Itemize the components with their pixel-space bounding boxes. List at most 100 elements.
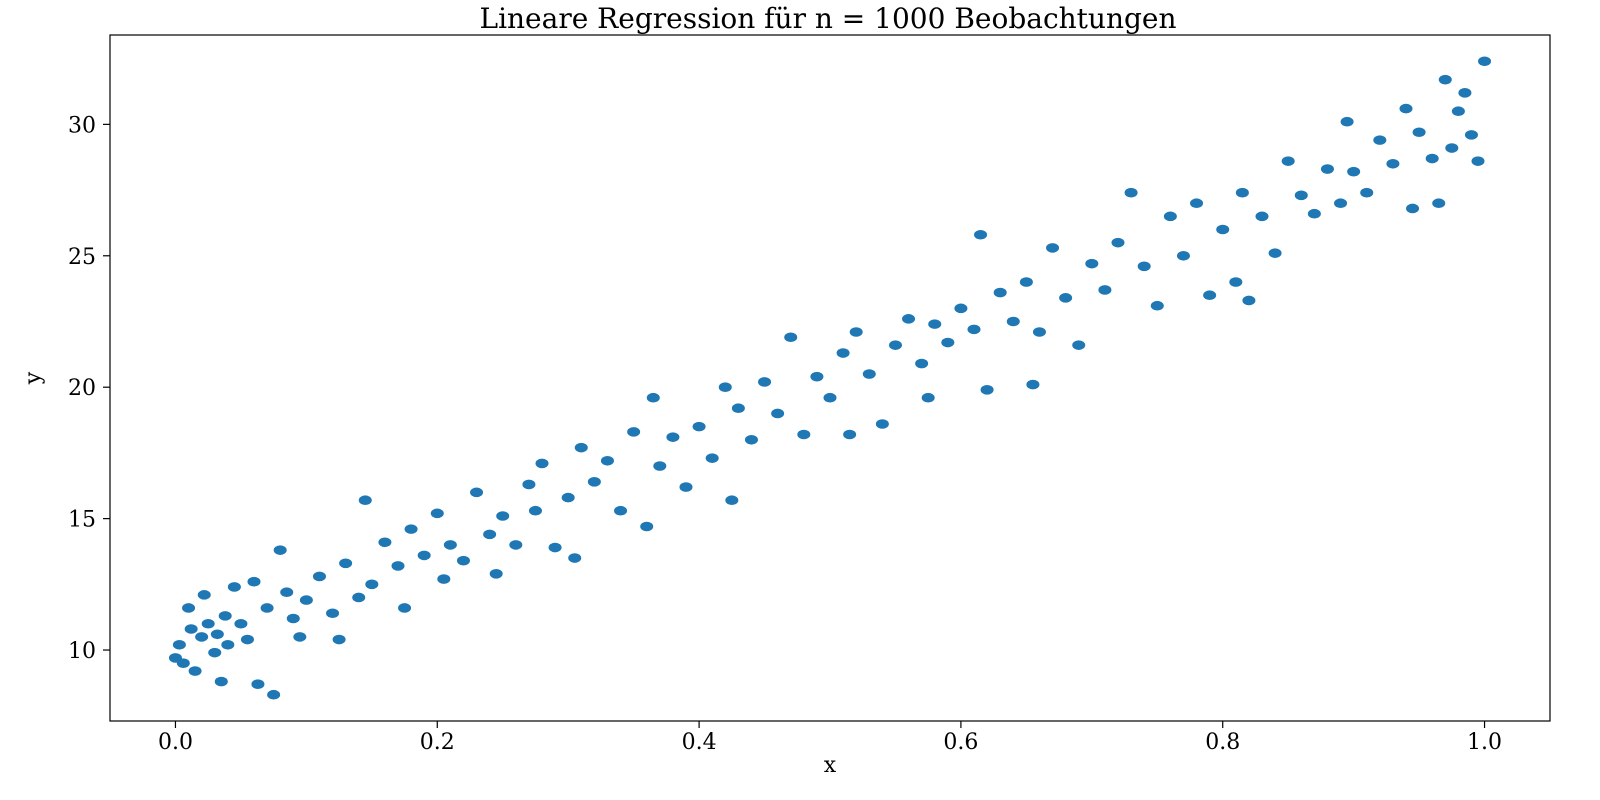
scatter-point: [227, 582, 241, 592]
scatter-point: [561, 492, 575, 503]
scatter-point: [1124, 187, 1138, 198]
scatter-point: [1137, 261, 1151, 272]
scatter-point: [921, 392, 935, 403]
scatter-point: [1471, 156, 1485, 166]
scatter-point: [1111, 237, 1125, 248]
scatter-point: [1464, 130, 1478, 140]
scatter-point: [941, 337, 955, 348]
scatter-point: [273, 545, 287, 555]
scatter-point: [1399, 103, 1413, 114]
scatter-point: [470, 487, 484, 498]
y-axis: 10 15 20 25 30: [68, 113, 110, 664]
scatter-point: [679, 482, 693, 492]
scatter-point: [404, 524, 418, 534]
x-axis-label: x: [824, 753, 837, 778]
scatter-point: [627, 427, 641, 437]
scatter-point: [535, 458, 549, 469]
scatter-point: [1406, 203, 1420, 214]
scatter-point: [251, 679, 265, 690]
scatter-point: [1190, 198, 1204, 209]
scatter-point: [810, 371, 824, 382]
scatter-point: [1046, 243, 1060, 253]
scatter-point: [456, 555, 470, 566]
scatter-point: [614, 505, 628, 516]
scatter-point: [967, 324, 981, 335]
scatter-point: [234, 618, 248, 629]
scatter-point: [1216, 224, 1230, 235]
scatter-point: [744, 434, 758, 445]
scatter-point: [1412, 127, 1426, 138]
scatter-points: [168, 56, 1492, 700]
scatter-point: [653, 461, 667, 471]
scatter-point: [1176, 250, 1190, 261]
scatter-point: [280, 587, 294, 598]
scatter-point: [568, 553, 582, 563]
scatter-point: [1294, 190, 1308, 201]
scatter-point: [1019, 277, 1033, 287]
scatter-point: [398, 603, 412, 613]
scatter-point: [1347, 166, 1361, 177]
scatter-point: [172, 639, 186, 650]
scatter-point: [1059, 293, 1073, 303]
scatter-point: [993, 287, 1007, 298]
scatter-point: [1334, 198, 1348, 209]
scatter-point: [195, 632, 209, 642]
y-axis-label: y: [21, 371, 46, 385]
scatter-point: [705, 453, 719, 463]
scatter-point: [522, 479, 536, 490]
scatter-point: [587, 477, 601, 487]
scatter-point: [1307, 208, 1321, 219]
scatter-point: [1072, 340, 1086, 350]
chart-title: Lineare Regression für n = 1000 Beobacht…: [479, 2, 1176, 35]
scatter-point: [286, 613, 300, 624]
scatter-point: [483, 529, 497, 540]
scatter-point: [1242, 295, 1256, 306]
scatter-point: [299, 595, 313, 605]
scatter-point: [221, 639, 235, 650]
scatter-point: [210, 629, 224, 640]
y-tick-label: 15: [68, 508, 96, 533]
scatter-point: [358, 495, 372, 506]
scatter-point: [430, 508, 444, 519]
x-tick-label: 0.6: [943, 730, 978, 755]
scatter-point: [312, 571, 326, 582]
scatter-point: [915, 358, 929, 369]
x-tick-label: 1.0: [1467, 730, 1502, 755]
scatter-point: [725, 495, 739, 506]
scatter-point: [509, 540, 523, 550]
x-tick-label: 0.8: [1205, 730, 1240, 755]
scatter-point: [1235, 187, 1249, 198]
scatter-point: [1432, 198, 1446, 209]
scatter-point: [1085, 258, 1099, 269]
scatter-point: [247, 576, 261, 587]
scatter-point: [1320, 164, 1334, 174]
scatter-point: [843, 429, 857, 440]
scatter-point: [326, 608, 340, 619]
scatter-point: [1203, 290, 1217, 301]
scatter-point: [902, 314, 916, 324]
y-tick-label: 30: [68, 113, 96, 138]
scatter-point: [1006, 316, 1020, 327]
scatter-point: [339, 558, 353, 569]
scatter-point: [208, 647, 222, 658]
scatter-point: [862, 369, 876, 379]
scatter-point: [784, 332, 798, 343]
scatter-point: [214, 676, 228, 687]
scatter-point: [218, 611, 232, 621]
scatter-point: [391, 561, 405, 571]
scatter-point: [600, 455, 614, 466]
scatter-point: [417, 550, 431, 561]
scatter-point: [1360, 187, 1374, 198]
scatter-point: [182, 603, 196, 613]
scatter-point: [267, 689, 281, 700]
scatter-point: [718, 382, 732, 392]
scatter-point: [954, 303, 968, 314]
scatter-point: [646, 392, 660, 403]
scatter-point: [974, 229, 988, 240]
scatter-point: [823, 392, 837, 403]
scatter-point: [260, 603, 274, 613]
scatter-point: [240, 634, 254, 645]
scatter-point: [201, 618, 215, 629]
scatter-point: [731, 403, 745, 414]
scatter-point: [888, 340, 902, 350]
